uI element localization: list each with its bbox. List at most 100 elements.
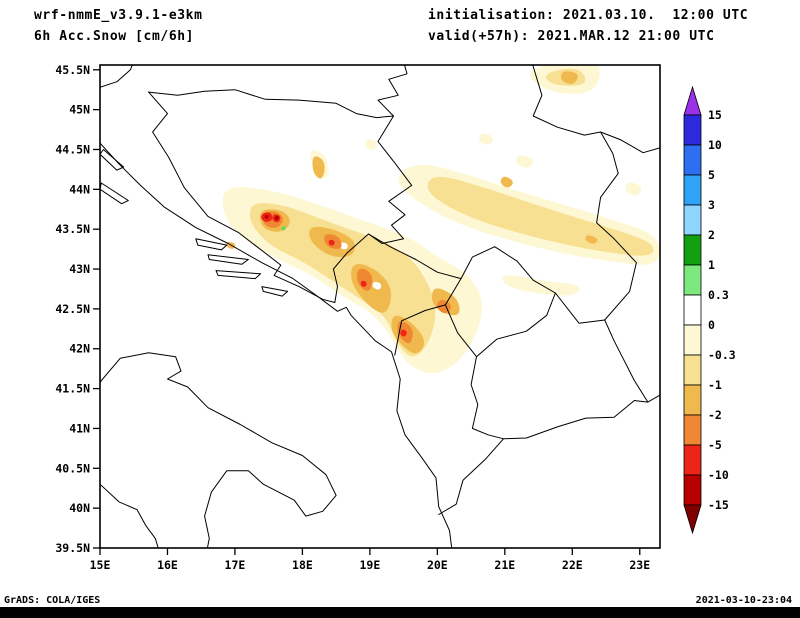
snow-blob--0.3..0.3 [339, 242, 348, 250]
lat-tick-label: 45N [69, 103, 90, 117]
border-sava-bosnia-north [148, 89, 394, 119]
lon-tick-label: 22E [562, 558, 583, 572]
border-greece-north [438, 394, 660, 515]
snow-blob--1..-0.3 [427, 176, 654, 256]
lat-tick-label: 44.5N [55, 142, 90, 156]
snow-blob--2..-1 [561, 71, 578, 84]
lon-tick-label: 17E [225, 558, 246, 572]
lat-tick-label: 41.5N [55, 382, 90, 396]
lon-tick-label: 19E [359, 558, 380, 572]
colorbar-segment [683, 444, 702, 476]
border-danube-serbia-romania [532, 65, 660, 154]
lat-tick-label: 42.5N [55, 302, 90, 316]
colorbar-bottom-triangle [683, 504, 702, 535]
colorbar-label: 1 [708, 258, 715, 272]
border-bosnia-montenegro [332, 233, 369, 303]
border-island-dugi-otok [100, 182, 129, 205]
lon-tick-label: 18E [292, 558, 313, 572]
border-montenegro-albania [394, 304, 446, 356]
model-name: wrf-nmmE_v3.9.1-e3km [34, 8, 203, 23]
lon-tick-label: 21E [494, 558, 515, 572]
border-drina-bosnia-serbia [368, 115, 413, 244]
colorbar-label: -15 [708, 498, 729, 512]
snow-blob-0.3..1 [281, 226, 286, 231]
colorbar-segment [683, 204, 702, 236]
colorbar-segment [683, 474, 702, 506]
lat-tick-label: 44N [69, 182, 90, 196]
map-frame [99, 64, 661, 549]
border-island-pag [100, 149, 125, 171]
snow-blob--1..-0.3 [249, 202, 436, 357]
colorbar-label: 0 [708, 318, 715, 332]
field-name: 6h Acc.Snow [cm/6h] [34, 29, 195, 44]
colorbar-segment [683, 144, 702, 176]
border-island-korcula [215, 270, 262, 280]
border-croatia-serbia [377, 65, 408, 117]
lat-tick-label: 39.5N [55, 541, 90, 555]
colorbar-segment [683, 174, 702, 206]
lat-tick-label: 45.5N [55, 63, 90, 77]
colorbar-label: -1 [708, 378, 722, 392]
lon-tick-label: 23E [629, 558, 650, 572]
lat-tick-label: 40N [69, 501, 90, 515]
snow-blob--0.3..0 [502, 275, 580, 296]
taskbar [0, 607, 800, 618]
colorbar-label: 0.3 [708, 288, 729, 302]
colorbar-segment [683, 324, 702, 356]
border-island-brac [195, 238, 228, 251]
lon-tick-label: 16E [157, 558, 178, 572]
snow-blob--2..-1 [585, 235, 598, 244]
lat-tick-label: 43N [69, 262, 90, 276]
lon-tick-label: 20E [427, 558, 448, 572]
colorbar-label: -5 [708, 438, 722, 452]
snow-blob--5..-2 [357, 268, 373, 291]
lat-tick-label: 42N [69, 342, 90, 356]
border-italy-adriatic-coast [100, 352, 337, 548]
timestamp: 2021-03-10-23:04 [695, 595, 792, 606]
border-kosovo [444, 246, 556, 358]
border-island-mljet [261, 286, 289, 297]
colorbar-label: -2 [708, 408, 722, 422]
snow-blob--15..-10 [274, 215, 279, 221]
weather-map: 45.5N 45N 44.5N 44N 43.5N 43N 42.5N 42N 41.5N 41N… [55, 63, 736, 572]
colorbar-top-triangle [683, 85, 702, 116]
border-albania-macedonia [470, 356, 504, 440]
valid-time: valid(+57h): 2021.MAR.12 21:00 UTC [428, 29, 715, 44]
colorbar-segment [683, 234, 702, 266]
colorbar-segment [683, 354, 702, 386]
lat-tick-label: 40.5N [55, 461, 90, 475]
snow-blob--10..-5 [360, 280, 367, 287]
grads-credit: GrADS: COLA/IGES [4, 595, 101, 606]
border-macedonia-serbia [554, 292, 606, 324]
colorbar-label: 3 [708, 198, 715, 212]
snow-blob--0.3..0.3 [372, 281, 382, 290]
colorbar-label: 15 [708, 108, 722, 122]
snow-blob--0.3..0 [365, 138, 377, 150]
snow-contours [222, 65, 660, 374]
colorbar-segment [683, 414, 702, 446]
snow-blob--2..-1 [312, 156, 325, 179]
border-bosnia-west [148, 91, 336, 303]
border-italy-tyrrhenian-coast [100, 483, 159, 548]
border-montenegro-serbia [368, 233, 462, 280]
snow-blob--0.3..0 [479, 133, 493, 145]
colorbar-label: 10 [708, 138, 722, 152]
snow-blob--15..-10 [264, 214, 269, 219]
border-serbia-bulgaria [596, 131, 649, 403]
colorbar-label: 2 [708, 228, 715, 242]
axes: 45.5N 45N 44.5N 44N 43.5N 43N 42.5N 42N 41.5N 41N… [55, 63, 650, 572]
colorbar-segment [683, 264, 702, 296]
snow-blob--0.3..0 [625, 182, 642, 196]
lon-tick-label: 15E [90, 558, 111, 572]
colorbar-label: -10 [708, 468, 729, 482]
init-time: initialisation: 2021.03.10. 12:00 UTC [428, 8, 749, 23]
snow-blob--10..-5 [328, 239, 335, 246]
snow-blob--0.3..0 [516, 155, 533, 168]
snow-blob--10..-5 [400, 329, 407, 337]
colorbar-segment [683, 294, 702, 326]
colorbar-label: -0.3 [708, 348, 736, 362]
colorbar-label: 5 [708, 168, 715, 182]
country-borders [100, 65, 660, 548]
border-adriatic-coast [100, 142, 453, 548]
